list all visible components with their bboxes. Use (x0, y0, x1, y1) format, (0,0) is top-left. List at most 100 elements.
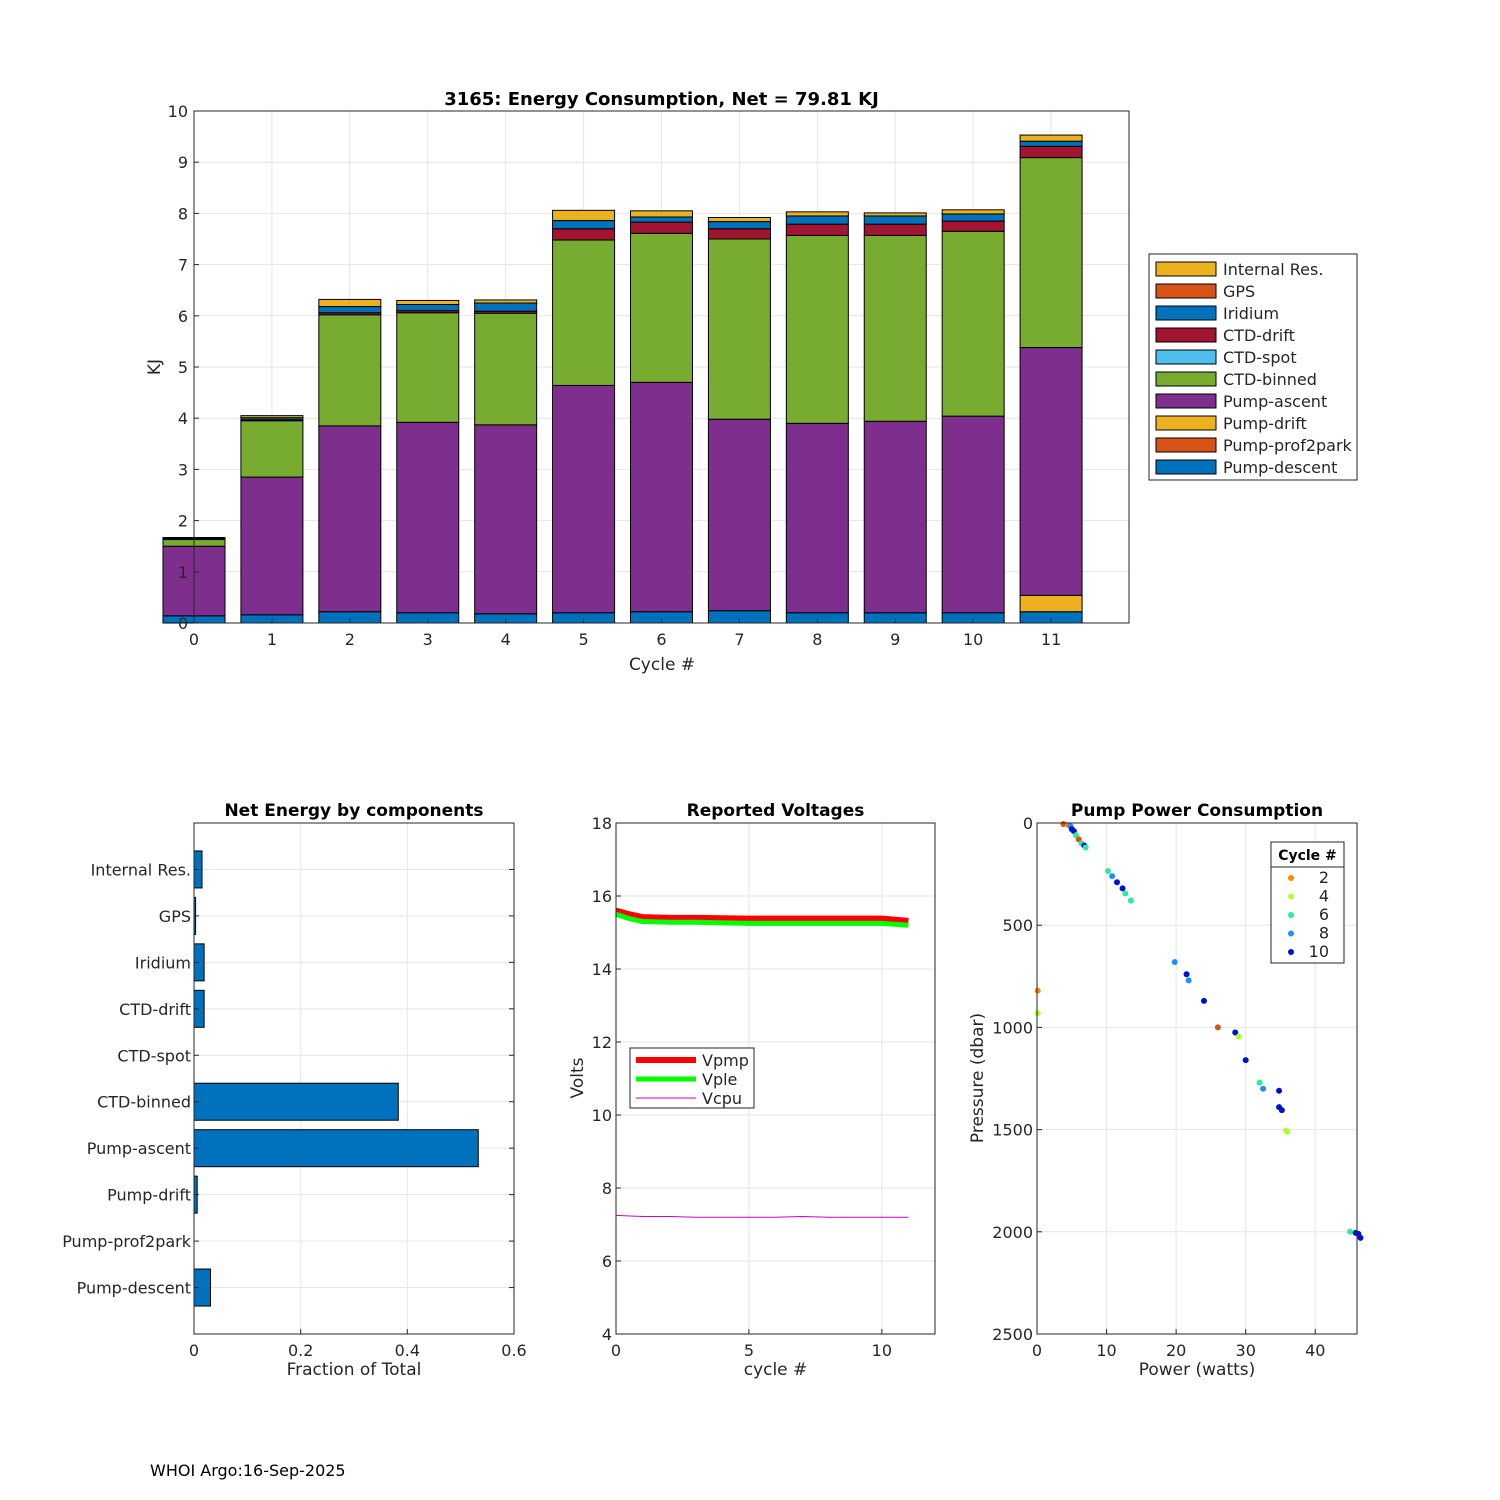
chart1-bar-segment (707, 238, 771, 420)
chart4-legend-label: 8 (1319, 924, 1329, 943)
chart1-x-tick-label: 1 (267, 630, 277, 649)
chart1-y-tick-label: 10 (168, 102, 188, 121)
chart1-y-tick-label: 6 (178, 307, 188, 326)
chart3-y-axis-label: Volts (568, 1057, 588, 1098)
chart1-legend-swatch (1155, 415, 1217, 431)
chart1-bar-segment (240, 420, 304, 478)
chart4-y-tick-label: 500 (1002, 916, 1033, 935)
chart4-point (1034, 1010, 1041, 1017)
chart4-legend-label: 6 (1319, 905, 1329, 924)
chart4-legend-box (1270, 841, 1345, 964)
chart3-y-tick-label: 4 (602, 1325, 612, 1344)
chart1-bar-segment (1019, 145, 1083, 159)
chart1-bar-segment (630, 216, 693, 223)
chart4-point (1235, 1033, 1242, 1040)
chart1-bar-segment (552, 384, 616, 614)
chart1-bar-segment (474, 302, 538, 312)
chart3-legend-label: Vcpu (702, 1089, 742, 1108)
chart3-series-line-vpmp (615, 907, 909, 924)
chart4-point (1114, 879, 1120, 886)
chart1-bar-segment (1019, 347, 1083, 596)
chart2-x-tick-label: 0.6 (501, 1341, 526, 1360)
chart1-bar-segment (552, 228, 616, 241)
chart1-legend-label: Pump-drift (1223, 414, 1307, 433)
chart2-x-axis-label: Fraction of Total (287, 1360, 422, 1380)
chart1-bar-segment (1019, 594, 1083, 613)
chart2-bar (193, 1129, 479, 1168)
chart1-legend-swatch (1155, 393, 1217, 409)
chart4-point (1200, 997, 1207, 1004)
chart1-legend-label: Pump-ascent (1223, 392, 1327, 411)
chart1-bar-segment (707, 216, 771, 223)
chart3-title: Reported Voltages (687, 801, 865, 821)
chart1-bar-segment (1019, 140, 1083, 147)
chart2-y-tick-label: Iridium (135, 953, 191, 972)
chart1-bar-segment (630, 221, 693, 234)
chart1-title: 3165: Energy Consumption, Net = 79.81 KJ (444, 89, 879, 110)
chart1-bar-segment (552, 239, 616, 386)
chart4-y-axis-label: Pressure (dbar) (968, 1013, 988, 1143)
chart1-bar-segment (318, 298, 382, 308)
chart1-y-tick-label: 5 (178, 358, 188, 377)
chart1-bar-segment (941, 220, 1005, 232)
chart4-legend-marker (1288, 949, 1294, 955)
chart1-bar-segment (863, 223, 927, 236)
chart4-point (1082, 844, 1089, 851)
footer-date: WHOI Argo:16-Sep-2025 (150, 1461, 346, 1480)
chart2-axes-box (193, 822, 515, 1335)
chart2-title: Net Energy by components (224, 801, 483, 821)
chart4-title: Pump Power Consumption (1071, 801, 1323, 821)
chart2-y-tick-label: Pump-prof2park (62, 1232, 192, 1251)
chart1-y-tick-label: 7 (178, 256, 188, 275)
chart4-y-tick-label: 2500 (992, 1325, 1033, 1344)
chart4-legend-marker (1288, 912, 1294, 918)
chart1-bar-segment (630, 232, 693, 383)
chart1-bar-segment (630, 210, 693, 218)
chart2-x-tick-label: 0.4 (395, 1341, 420, 1360)
chart1-x-tick-label: 10 (963, 630, 983, 649)
chart1-bar-segment (474, 299, 538, 304)
chart2-x-tick-label: 0.2 (288, 1341, 313, 1360)
chart4-y-tick-label: 1500 (992, 1121, 1033, 1140)
chart1-legend-label: Internal Res. (1223, 260, 1323, 279)
chart4-legend-title: Cycle # (1278, 848, 1337, 864)
chart1-bar-segment (863, 420, 927, 614)
chart1-bar-segment (552, 209, 616, 222)
chart4-point (1034, 987, 1041, 994)
chart1-x-tick-label: 5 (578, 630, 588, 649)
chart1-bar-segment (396, 312, 460, 423)
chart3-y-tick-label: 10 (592, 1106, 612, 1125)
chart1-bar-segment (1019, 157, 1083, 349)
chart1-bar-segment (785, 234, 849, 424)
chart1-bar-segment (630, 381, 693, 613)
chart1-x-tick-label: 11 (1041, 630, 1061, 649)
chart1-x-tick-label: 4 (501, 630, 511, 649)
chart2-y-tick-label: Pump-drift (107, 1186, 191, 1205)
chart4-point (1357, 1234, 1364, 1241)
chart4-y-tick-label: 2000 (992, 1223, 1033, 1242)
chart1-bar-segment (707, 221, 771, 230)
chart4-point (1256, 1079, 1263, 1086)
chart1-y-tick-label: 8 (178, 204, 188, 223)
chart1-x-tick-label: 8 (812, 630, 822, 649)
chart1-legend-swatch (1155, 283, 1217, 299)
chart4-point (1278, 1107, 1285, 1114)
chart2-y-tick-label: Internal Res. (91, 860, 191, 879)
chart1-bar-segment (240, 415, 304, 419)
chart4-point (1104, 868, 1111, 875)
chart1-legend-swatch (1155, 305, 1217, 321)
chart1-x-tick-label: 3 (423, 630, 433, 649)
chart4-legend-marker (1288, 875, 1294, 881)
chart4-x-tick-label: 20 (1166, 1341, 1186, 1360)
chart1-bar-segment (318, 306, 382, 314)
chart3-y-tick-label: 18 (592, 814, 612, 833)
chart1-bar-segment (941, 415, 1005, 614)
chart3-legend-label: Vple (702, 1070, 737, 1089)
chart1-x-tick-label: 9 (890, 630, 900, 649)
chart1-bar-segment (863, 234, 927, 422)
chart1-bar-segment (785, 215, 849, 225)
chart1-bar-segment (941, 209, 1005, 215)
chart1-legend-swatch (1155, 437, 1217, 453)
chart1-bar-segment (552, 220, 616, 230)
